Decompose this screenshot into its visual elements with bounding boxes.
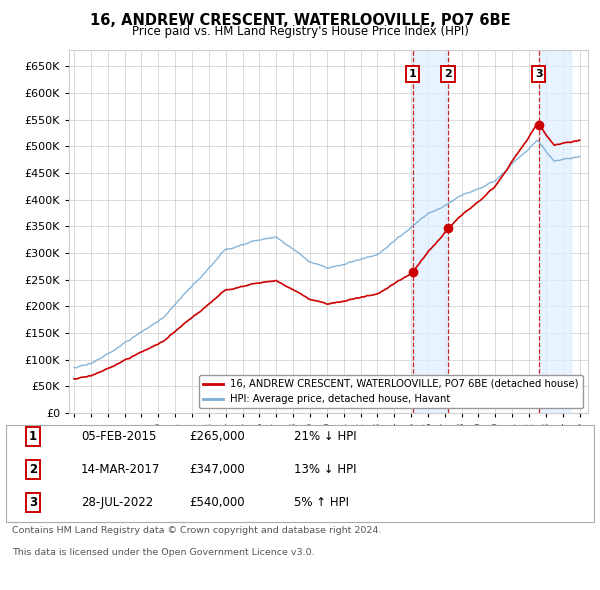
Text: £540,000: £540,000	[189, 496, 245, 509]
Bar	[413, 50, 448, 413]
Text: 2: 2	[444, 69, 452, 79]
Text: 3: 3	[29, 496, 37, 509]
Text: 16, ANDREW CRESCENT, WATERLOOVILLE, PO7 6BE: 16, ANDREW CRESCENT, WATERLOOVILLE, PO7 …	[89, 13, 511, 28]
Text: 13% ↓ HPI: 13% ↓ HPI	[294, 463, 356, 476]
Text: Price paid vs. HM Land Registry's House Price Index (HPI): Price paid vs. HM Land Registry's House …	[131, 25, 469, 38]
Text: 2: 2	[29, 463, 37, 476]
Bar	[539, 50, 571, 413]
Text: 5% ↑ HPI: 5% ↑ HPI	[294, 496, 349, 509]
Text: 28-JUL-2022: 28-JUL-2022	[81, 496, 153, 509]
Text: 1: 1	[29, 430, 37, 443]
Text: £347,000: £347,000	[189, 463, 245, 476]
Text: This data is licensed under the Open Government Licence v3.0.: This data is licensed under the Open Gov…	[12, 548, 314, 556]
Text: 05-FEB-2015: 05-FEB-2015	[81, 430, 157, 443]
Legend: 16, ANDREW CRESCENT, WATERLOOVILLE, PO7 6BE (detached house), HPI: Average price: 16, ANDREW CRESCENT, WATERLOOVILLE, PO7 …	[199, 375, 583, 408]
Text: £265,000: £265,000	[189, 430, 245, 443]
Text: 14-MAR-2017: 14-MAR-2017	[81, 463, 160, 476]
Text: 1: 1	[409, 69, 416, 79]
Text: Contains HM Land Registry data © Crown copyright and database right 2024.: Contains HM Land Registry data © Crown c…	[12, 526, 382, 535]
Text: 3: 3	[535, 69, 542, 79]
Text: 21% ↓ HPI: 21% ↓ HPI	[294, 430, 356, 443]
